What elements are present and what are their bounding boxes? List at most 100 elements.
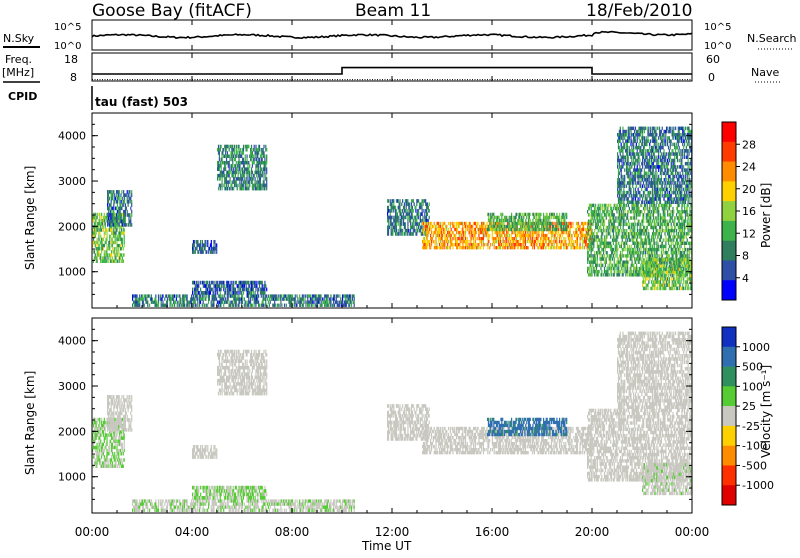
power-cell: [128, 216, 129, 220]
power-cell: [158, 294, 159, 297]
power-cell: [262, 284, 263, 288]
power-cell: [206, 294, 207, 297]
power-cell: [243, 291, 244, 295]
power-cell: [216, 297, 217, 300]
power-cell: [251, 167, 252, 171]
power-cell: [216, 247, 217, 251]
power-cell: [143, 301, 144, 304]
power-cell: [295, 294, 296, 297]
power-cell: [430, 246, 431, 249]
power-cell: [604, 267, 605, 270]
power-cell: [429, 216, 430, 220]
power-cell: [221, 184, 222, 188]
power-cell: [177, 294, 178, 297]
power-cell: [500, 237, 501, 240]
power-cell: [654, 204, 655, 207]
power-cell: [616, 232, 617, 235]
power-cell: [595, 204, 596, 207]
power-cell: [215, 291, 216, 295]
power-cell: [208, 250, 209, 254]
power-cell: [112, 238, 113, 241]
power-cell: [109, 244, 110, 247]
power-cell: [108, 260, 109, 263]
power-cell: [616, 251, 617, 254]
power-cell: [597, 257, 598, 260]
power-cell: [635, 235, 636, 238]
power-cell: [241, 291, 242, 295]
power-cell: [595, 207, 596, 210]
power-cell: [649, 210, 650, 213]
power-cell: [408, 229, 409, 233]
power-cell: [599, 216, 600, 219]
power-cell: [252, 180, 253, 184]
power-cell: [556, 213, 557, 216]
power-cell: [256, 284, 257, 288]
power-cell: [560, 234, 561, 237]
power-cell: [223, 148, 224, 152]
power-cell: [391, 226, 392, 230]
power-cell: [591, 257, 592, 260]
power-cell: [481, 243, 482, 246]
power-cell: [586, 240, 587, 243]
power-cell: [666, 207, 667, 210]
power-cell: [280, 297, 281, 300]
power-cell: [246, 177, 247, 181]
power-cell: [525, 231, 526, 234]
power-cell: [534, 237, 535, 240]
power-cell: [639, 242, 640, 245]
power-cell: [513, 225, 514, 228]
power-cell: [126, 223, 127, 227]
power-cell: [117, 253, 118, 256]
power-cell: [443, 234, 444, 237]
power-cell: [195, 250, 196, 254]
power-cell: [428, 225, 429, 228]
power-cell: [582, 246, 583, 249]
power-cell: [236, 154, 237, 158]
power-cell: [631, 257, 632, 260]
power-cell: [204, 294, 205, 297]
power-cell: [221, 158, 222, 162]
power-cell: [128, 223, 129, 227]
power-cell: [221, 164, 222, 168]
cpid-text: tau (fast) 503: [95, 95, 188, 109]
power-cell: [144, 304, 145, 307]
power-cell: [488, 213, 489, 216]
power-cell: [113, 207, 114, 211]
power-cell: [117, 225, 118, 228]
power-cell: [121, 228, 122, 231]
power-cell: [248, 167, 249, 171]
power-cell: [582, 243, 583, 246]
power-cell: [460, 231, 461, 234]
power-cell: [621, 257, 622, 260]
power-cell: [523, 216, 524, 219]
power-cell: [665, 235, 666, 238]
power-cell: [228, 281, 229, 285]
power-cell: [237, 187, 238, 191]
power-cell: [599, 238, 600, 241]
power-cell: [609, 226, 610, 229]
power-cell: [121, 216, 122, 220]
power-cell: [628, 204, 629, 207]
power-cell: [633, 254, 634, 257]
power-cell: [117, 203, 118, 207]
freq-tick-bottom: 8: [70, 71, 77, 84]
power-cell: [514, 237, 515, 240]
power-cell: [200, 294, 201, 297]
power-cell: [656, 223, 657, 226]
power-cell: [122, 256, 123, 259]
power-cell: [519, 228, 520, 231]
power-cell: [617, 248, 618, 251]
power-cell: [591, 270, 592, 273]
power-cell: [351, 301, 352, 304]
power-cell: [511, 213, 512, 216]
power-cell: [392, 232, 393, 236]
power-cell: [591, 267, 592, 270]
power-cell: [557, 243, 558, 246]
power-cell: [354, 294, 355, 297]
power-cell: [431, 222, 432, 225]
power-cell: [611, 254, 612, 257]
power-cell: [609, 232, 610, 235]
power-cell: [220, 294, 221, 297]
power-cell: [222, 151, 223, 155]
power-cell: [521, 216, 522, 219]
